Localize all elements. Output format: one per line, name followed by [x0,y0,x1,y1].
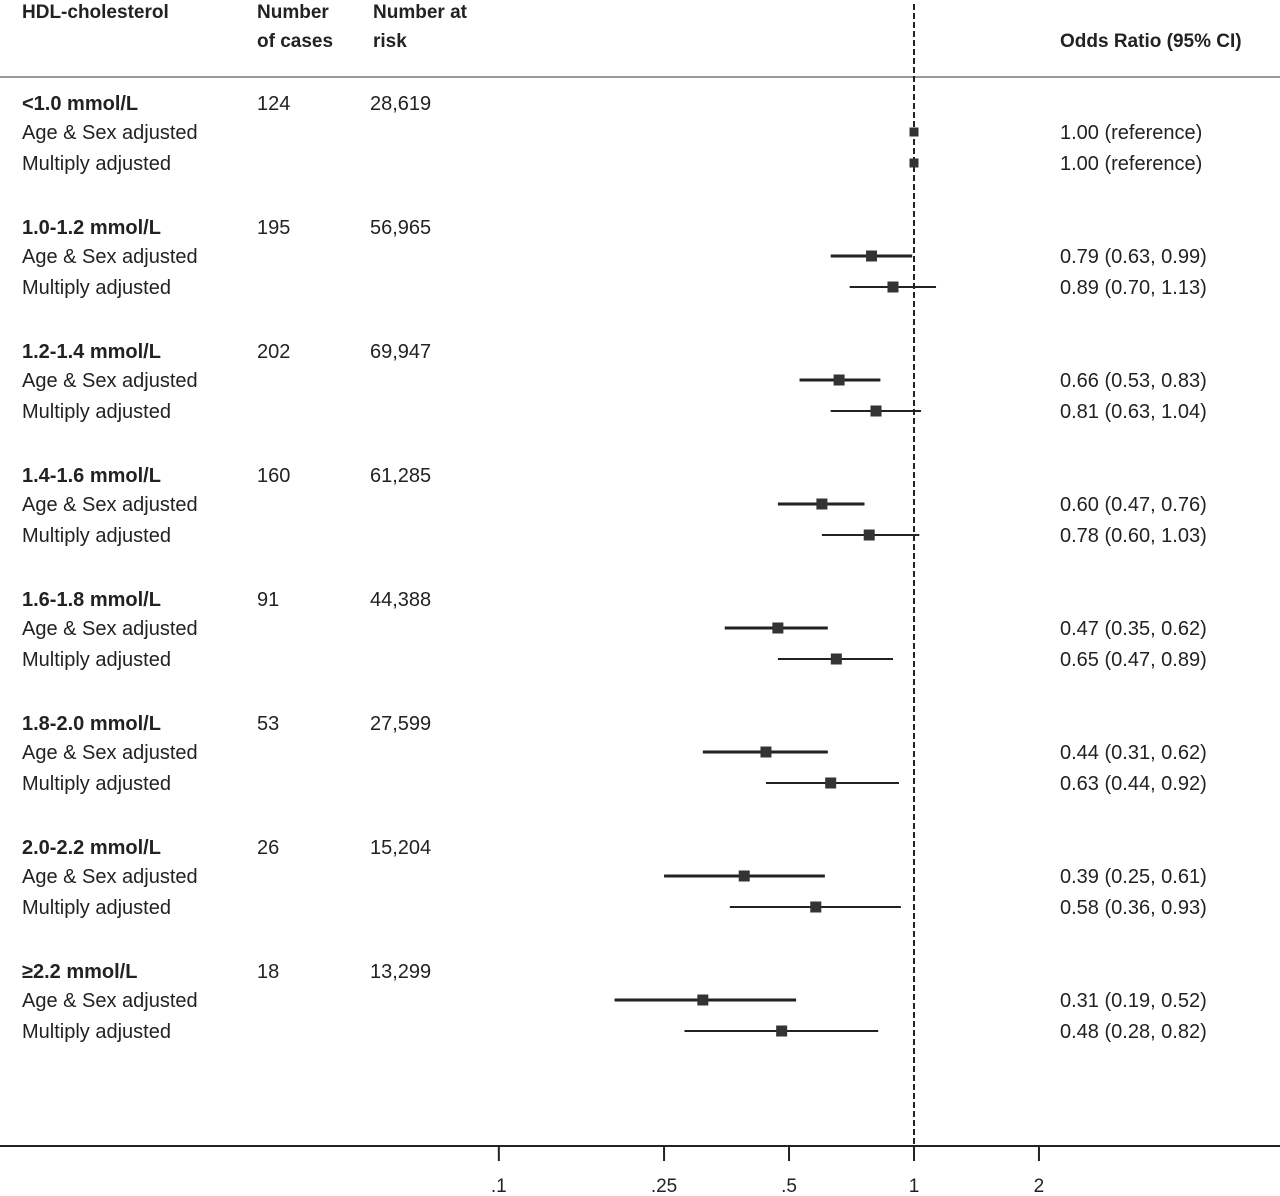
point-estimate [738,870,750,882]
group-block: 1.8-2.0 mmol/L 53 27,599 Age & Sex adjusted… [22,713,1207,795]
estimate-label: Age & Sex adjusted [22,246,198,268]
at-risk-count: 13,299 [370,961,431,983]
group-block: <1.0 mmol/L 124 28,619 Age & Sex adjusted 1.… [22,93,1202,175]
estimate-label: Age & Sex adjusted [22,990,198,1012]
header-odds-ratio: Odds Ratio (95% CI) [1060,31,1242,52]
x-tick-label: .25 [651,1176,677,1196]
point-estimate [816,498,828,510]
odds-ratio-ci: 0.66 (0.53, 0.83) [1060,370,1207,392]
at-risk-count: 28,619 [370,93,431,115]
group-block: 1.2-1.4 mmol/L 202 69,947 Age & Sex adjuste… [22,341,1207,423]
at-risk-count: 27,599 [370,713,431,735]
estimate-label: Age & Sex adjusted [22,122,198,144]
at-risk-count: 44,388 [370,589,431,611]
estimate-label: Multiply adjusted [22,897,171,919]
point-estimate [772,622,784,634]
point-estimate [870,405,882,417]
odds-ratio-ci: 0.48 (0.28, 0.82) [1060,1021,1207,1043]
odds-ratio-ci: 0.63 (0.44, 0.92) [1060,773,1207,795]
group-block: 1.4-1.6 mmol/L 160 61,285 Age & Sex adjuste… [22,465,1207,547]
odds-ratio-ci: 0.60 (0.47, 0.76) [1060,494,1207,516]
group-label: 1.4-1.6 mmol/L [22,465,161,487]
cases-count: 91 [257,589,279,611]
cases-count: 160 [257,465,290,487]
cases-count: 195 [257,217,290,239]
odds-ratio-ci: 0.31 (0.19, 0.52) [1060,990,1207,1012]
point-estimate [760,746,772,758]
odds-ratio-ci: 0.79 (0.63, 0.99) [1060,246,1207,268]
header-row: HDL-cholesterol Number of cases Number a… [22,2,1242,52]
odds-ratio-ci: 0.47 (0.35, 0.62) [1060,618,1207,640]
estimate-label: Age & Sex adjusted [22,370,198,392]
estimate-label: Age & Sex adjusted [22,742,198,764]
group-label: 1.6-1.8 mmol/L [22,589,161,611]
estimate-label: Age & Sex adjusted [22,494,198,516]
group-block: ≥2.2 mmol/L 18 13,299 Age & Sex adjusted 0.3… [22,961,1207,1043]
point-estimate [833,374,845,386]
at-risk-count: 15,204 [370,837,431,859]
cases-count: 202 [257,341,290,363]
cases-count: 124 [257,93,290,115]
estimate-label: Multiply adjusted [22,525,171,547]
cases-count: 53 [257,713,279,735]
point-estimate [909,127,919,137]
odds-ratio-ci: 0.89 (0.70, 1.13) [1060,277,1207,299]
header-cases-line2: of cases [257,31,333,52]
x-tick-label: .1 [491,1176,507,1196]
x-tick-label: .5 [781,1176,797,1196]
estimate-label: Multiply adjusted [22,649,171,671]
at-risk-count: 56,965 [370,217,431,239]
group-label: 2.0-2.2 mmol/L [22,837,161,859]
x-axis: .1 .25 .5 1 2 [0,1145,1280,1196]
header-risk-line1: Number at [373,2,468,23]
point-estimate [887,281,899,293]
estimate-label: Multiply adjusted [22,277,171,299]
group-block: 1.6-1.8 mmol/L 91 44,388 Age & Sex adjusted… [22,589,1207,671]
point-estimate [776,1025,788,1037]
point-estimate [810,901,822,913]
group-block: 2.0-2.2 mmol/L 26 15,204 Age & Sex adjusted… [22,837,1207,919]
odds-ratio-ci: 0.81 (0.63, 1.04) [1060,401,1207,423]
estimate-label: Multiply adjusted [22,1021,171,1043]
x-tick-label: 1 [909,1176,920,1196]
estimate-label: Age & Sex adjusted [22,618,198,640]
cases-count: 18 [257,961,279,983]
at-risk-count: 69,947 [370,341,431,363]
odds-ratio-ci: 0.65 (0.47, 0.89) [1060,649,1207,671]
odds-ratio-ci: 0.78 (0.60, 1.03) [1060,525,1207,547]
group-label: 1.8-2.0 mmol/L [22,713,161,735]
group-label: ≥2.2 mmol/L [22,961,137,983]
odds-ratio-ci: 1.00 (reference) [1060,122,1202,144]
estimate-label: Multiply adjusted [22,773,171,795]
point-estimate [909,158,919,168]
group-label: <1.0 mmol/L [22,93,138,115]
odds-ratio-ci: 0.44 (0.31, 0.62) [1060,742,1207,764]
point-estimate [697,994,709,1006]
odds-ratio-ci: 0.58 (0.36, 0.93) [1060,897,1207,919]
header-risk-line2: risk [373,31,407,52]
header-group: HDL-cholesterol [22,2,169,23]
odds-ratio-ci: 1.00 (reference) [1060,153,1202,175]
point-estimate [863,529,875,541]
header-cases-line1: Number [257,2,329,23]
group-label: 1.0-1.2 mmol/L [22,217,161,239]
point-estimate [865,250,877,262]
group-block: 1.0-1.2 mmol/L 195 56,965 Age & Sex adjuste… [22,217,1207,299]
estimate-label: Age & Sex adjusted [22,866,198,888]
odds-ratio-ci: 0.39 (0.25, 0.61) [1060,866,1207,888]
at-risk-count: 61,285 [370,465,431,487]
estimate-label: Multiply adjusted [22,153,171,175]
point-estimate [830,653,842,665]
point-estimate [825,777,837,789]
cases-count: 26 [257,837,279,859]
group-label: 1.2-1.4 mmol/L [22,341,161,363]
x-tick-label: 2 [1034,1176,1045,1196]
estimate-label: Multiply adjusted [22,401,171,423]
